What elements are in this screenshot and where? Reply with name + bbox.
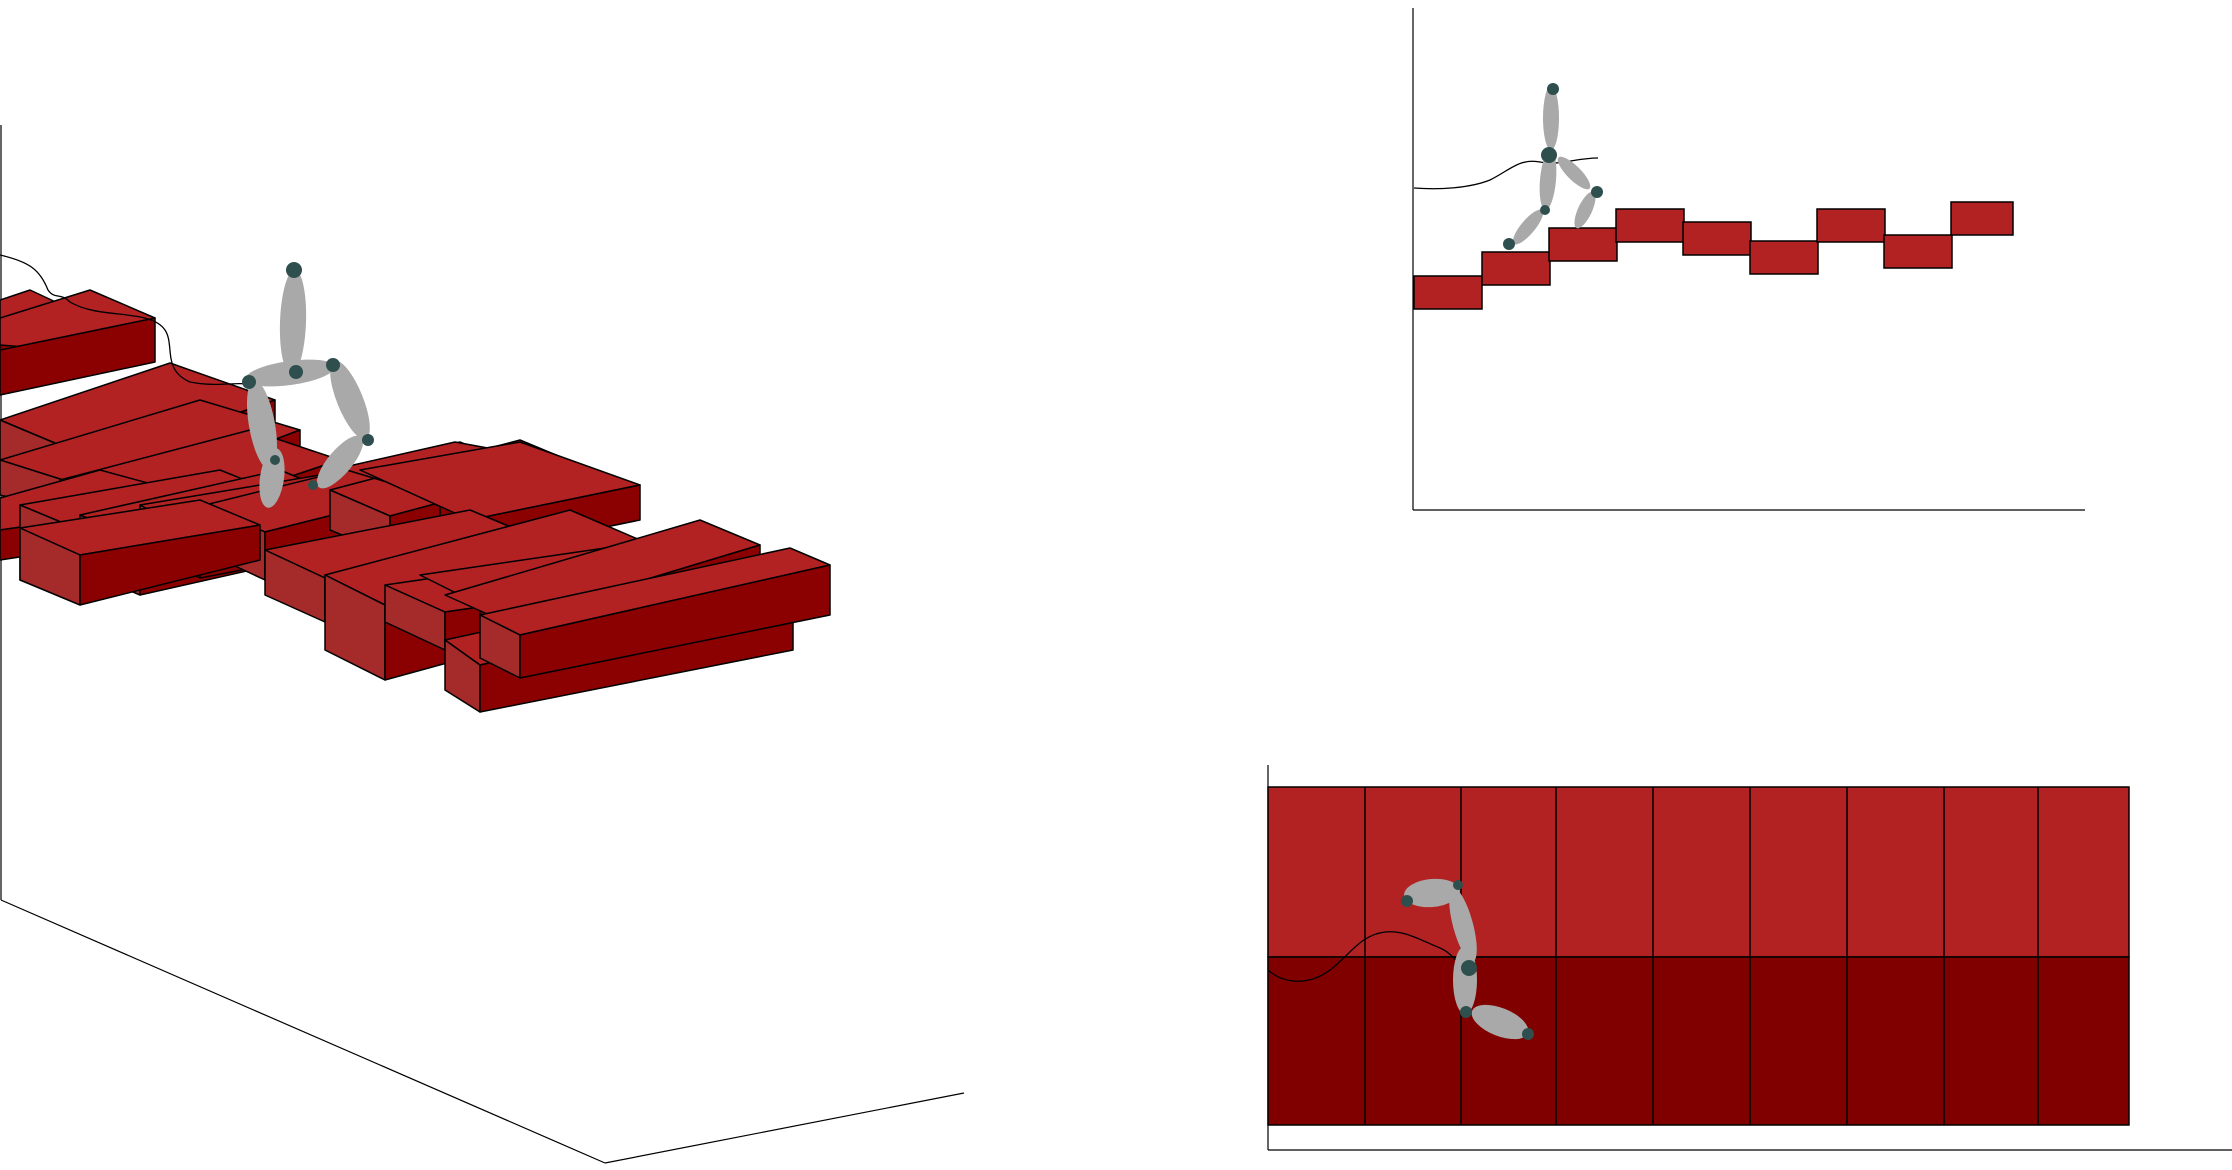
side-block — [1682, 221, 1752, 256]
robot-head-joint — [286, 262, 302, 278]
top-robot — [1401, 878, 1534, 1040]
side-terrain — [1413, 201, 2014, 310]
robot-hip-joint — [1541, 147, 1557, 163]
top-lower-band — [1267, 956, 2130, 1126]
robot-shin-left — [1512, 209, 1544, 245]
robot-joint — [1453, 880, 1463, 890]
robot-torso — [279, 270, 307, 374]
robot-joint — [1522, 1028, 1534, 1040]
robot-lower-link — [1471, 1004, 1529, 1040]
robot-knee-left — [242, 375, 256, 389]
side-block — [1548, 227, 1618, 262]
top-terrain — [1267, 786, 2130, 1126]
side-block — [1950, 201, 2014, 236]
robot-joint — [1460, 1006, 1472, 1018]
robot-foot-left — [270, 455, 280, 465]
block-3d — [0, 289, 156, 396]
top-column-dividers — [1364, 787, 2039, 1125]
side-block — [1413, 275, 1483, 310]
perspective-trajectory — [0, 254, 256, 387]
top-view — [1267, 765, 2232, 1151]
robot-shin-right — [316, 435, 364, 489]
robot-joints — [242, 262, 374, 490]
side-block — [1883, 234, 1953, 269]
side-block — [1615, 208, 1685, 243]
robot-upper-link — [1449, 888, 1477, 962]
robot-foot-right — [308, 480, 318, 490]
perspective-view — [0, 125, 965, 1164]
robot-mid-link — [1453, 946, 1477, 1014]
perspective-robot — [242, 262, 374, 508]
side-block — [1749, 240, 1819, 275]
block-3d — [19, 499, 261, 606]
robot-hip-joint — [1461, 960, 1477, 976]
perspective-axis-depth — [0, 899, 606, 1164]
top-upper-band — [1267, 786, 2130, 958]
side-block — [1816, 208, 1886, 243]
robot-head-joint — [1547, 83, 1559, 95]
robot-torso — [1543, 86, 1559, 150]
robot-thigh-left — [247, 380, 277, 470]
robot-thigh-left — [1539, 150, 1557, 210]
side-view — [1412, 8, 2085, 511]
robot-knee-right — [326, 358, 340, 372]
block-3d — [479, 547, 831, 679]
robot-thigh-right — [1557, 156, 1591, 190]
robot-foot-left — [1503, 238, 1515, 250]
robot-knee-left — [1540, 205, 1550, 215]
top-trajectory — [1267, 931, 1459, 982]
side-axes — [1412, 8, 2085, 511]
robot-thigh-right — [330, 360, 370, 440]
robot-ankle-right — [362, 434, 374, 446]
perspective-axis-horizontal — [604, 1092, 965, 1164]
robot-joint — [1401, 895, 1413, 907]
side-block — [1481, 251, 1551, 286]
robot-torso — [1404, 878, 1460, 908]
robot-shin-right — [1574, 191, 1596, 229]
side-robot — [1503, 83, 1603, 250]
perspective-terrain — [0, 289, 831, 713]
robot-knee-right — [1591, 186, 1603, 198]
robot-hip-joint — [289, 365, 303, 379]
